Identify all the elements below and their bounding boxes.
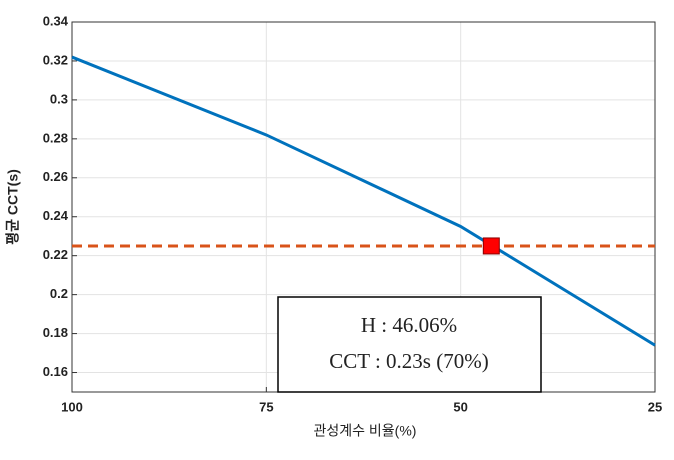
annotation-text: H : 46.06% (361, 313, 457, 337)
y-tick-label: 0.32 (43, 52, 68, 67)
y-tick-label: 0.28 (43, 130, 68, 145)
x-tick-label: 75 (259, 399, 273, 414)
marker (482, 237, 500, 255)
y-tick-label: 0.2 (50, 286, 68, 301)
x-tick-label: 100 (61, 399, 83, 414)
y-tick-label: 0.26 (43, 169, 68, 184)
y-tick-label: 0.3 (50, 91, 68, 106)
y-axis-label: 평균 CCT(s) (5, 169, 21, 245)
y-tick-label: 0.22 (43, 247, 68, 262)
x-tick-label: 25 (648, 399, 662, 414)
y-tick-label: 0.16 (43, 364, 68, 379)
x-axis-label: 관성계수 비율(%) (314, 423, 417, 439)
y-tick-label: 0.18 (43, 325, 68, 340)
y-tick-label: 0.24 (43, 208, 69, 223)
annotation-text: CCT : 0.23s (70%) (329, 349, 488, 373)
annotation-box (277, 296, 542, 393)
data-line (71, 55, 656, 347)
y-tick-label: 0.34 (43, 13, 69, 28)
x-tick-label: 50 (453, 399, 467, 414)
